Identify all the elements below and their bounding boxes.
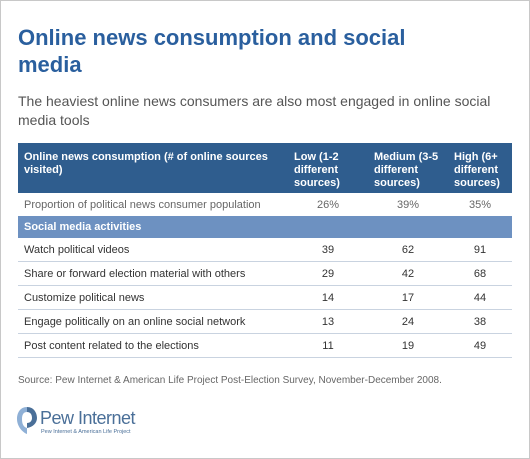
column-header: Low (1-2 different sources) — [288, 143, 368, 193]
logo-tagline: Pew Internet & American Life Project — [41, 429, 131, 435]
cell: 62 — [368, 238, 448, 262]
cell: 68 — [448, 261, 512, 286]
cell: 29 — [288, 261, 368, 286]
source: Source: Pew Internet & American Life Pro… — [18, 375, 442, 386]
column-header: High (6+ different sources) — [448, 143, 512, 193]
cell: 13 — [288, 309, 368, 334]
header-row: Online news consumption (# of online sou… — [18, 143, 512, 193]
row-label: Customize political news — [18, 285, 288, 310]
row-label: Engage politically on an online social n… — [18, 309, 288, 334]
cell: 24 — [368, 309, 448, 334]
table-row: Watch political videos 39 62 91 — [18, 238, 512, 262]
cell: 17 — [368, 285, 448, 310]
cell: 38 — [448, 309, 512, 334]
data-table: Online news consumption (# of online sou… — [18, 143, 512, 358]
cell: 11 — [288, 333, 368, 358]
logo-name: Pew Internet — [40, 408, 136, 428]
cell: 91 — [448, 238, 512, 262]
cell: 14 — [288, 285, 368, 310]
title: Online news consumption and social media — [18, 25, 406, 77]
cell: 49 — [448, 333, 512, 358]
logo-icon — [17, 407, 37, 434]
proportion-row: Proportion of political news consumer po… — [18, 193, 512, 216]
logo: Pew Internet Pew Internet & American Lif… — [14, 404, 136, 443]
table-row: Share or forward election material with … — [18, 261, 512, 286]
cell: 39% — [396, 198, 420, 211]
section-label: Social media activities — [18, 216, 512, 238]
subtitle: The heaviest online news consumers are a… — [18, 93, 491, 128]
cell: 42 — [368, 261, 448, 286]
table-body: Proportion of political news consumer po… — [18, 193, 512, 358]
column-header: Online news consumption (# of online sou… — [18, 143, 288, 193]
table-row: Post content related to the elections 11 1… — [18, 333, 512, 358]
row-label: Post content related to the elections — [18, 333, 288, 358]
cell: 35% — [468, 198, 492, 211]
column-header: Medium (3-5 different sources) — [368, 143, 448, 193]
cell: 44 — [448, 285, 512, 310]
section-row: Social media activities — [18, 216, 512, 238]
row-label: Watch political videos — [18, 238, 288, 262]
cell: 19 — [368, 333, 448, 358]
table-row: Engage politically on an online social n… — [18, 309, 512, 334]
table-row: Customize political news 14 17 44 — [18, 285, 512, 310]
cell: 39 — [288, 238, 368, 262]
row-label: Proportion of political news consumer po… — [24, 198, 261, 211]
cell: 26% — [316, 198, 340, 211]
row-label: Share or forward election material with … — [18, 261, 288, 286]
